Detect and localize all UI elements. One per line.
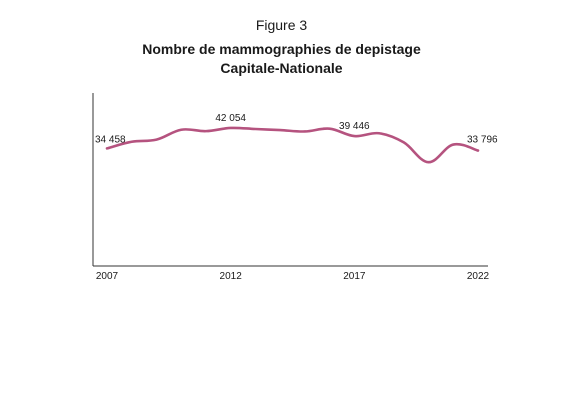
data-label-2022: 33 796 [467, 135, 498, 146]
data-label-2017: 39 446 [339, 121, 370, 132]
chart-title: Nombre de mammographies de depistage [142, 41, 421, 57]
x-tick-label-2007: 2007 [96, 271, 119, 282]
data-label-2007: 34 458 [95, 134, 126, 145]
chart-x-ticks: 2007 2012 2017 2022 [96, 271, 490, 282]
chart-series [105, 126, 480, 164]
x-tick-label-2017: 2017 [343, 271, 366, 282]
data-label-2012: 42 054 [215, 113, 246, 124]
x-tick-label-2012: 2012 [220, 271, 243, 282]
chart-data-labels: 34 458 42 054 39 446 33 796 [95, 113, 498, 146]
x-tick-label-2022: 2022 [467, 271, 490, 282]
chart-subtitle: Capitale-Nationale [220, 60, 343, 76]
chart-title-block: Nombre de mammographies de depistage Cap… [0, 40, 563, 78]
series-line-0 [105, 126, 480, 164]
chart-axes [92, 93, 488, 267]
figure-label: Figure 3 [255, 17, 308, 33]
